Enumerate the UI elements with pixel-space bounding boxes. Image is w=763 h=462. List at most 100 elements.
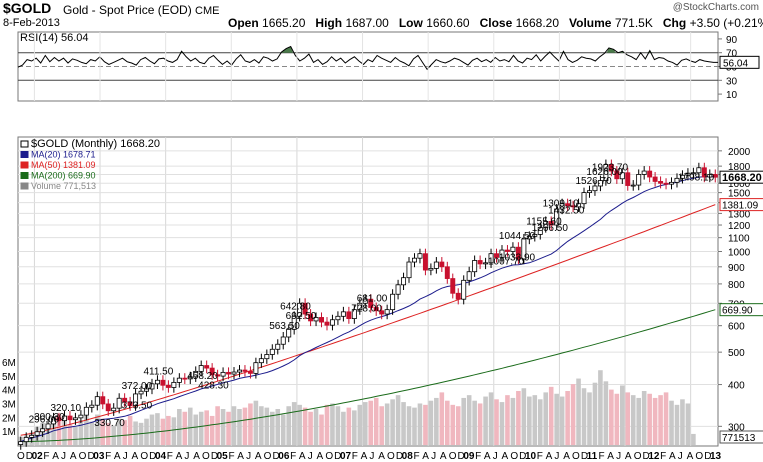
price-candle bbox=[412, 253, 417, 268]
price-tick-label: 1800 bbox=[728, 162, 751, 173]
price-annotation: 1044.50 bbox=[499, 231, 536, 242]
volume-bar bbox=[691, 433, 696, 445]
volume-bar bbox=[532, 395, 538, 445]
price-candle bbox=[559, 198, 565, 215]
month-axis-label: A bbox=[502, 451, 509, 462]
candle-body bbox=[647, 170, 653, 178]
candle-body bbox=[592, 185, 598, 192]
volume-bar bbox=[62, 418, 67, 445]
price-candle bbox=[444, 261, 450, 284]
candle-body bbox=[559, 203, 565, 210]
price-candle bbox=[204, 360, 210, 374]
candle-body bbox=[122, 397, 128, 403]
candle-body bbox=[532, 233, 538, 237]
candle-body bbox=[597, 180, 603, 187]
month-axis-label: J bbox=[493, 451, 498, 462]
month-axis-label: O bbox=[695, 451, 703, 462]
year-axis-label: 12 bbox=[648, 451, 660, 462]
price-candle bbox=[165, 380, 171, 393]
month-axis-label: A bbox=[687, 451, 694, 462]
volume-bar bbox=[198, 411, 204, 445]
candle-body bbox=[171, 381, 177, 388]
year-axis-label: 09 bbox=[463, 451, 475, 462]
volume-bar bbox=[373, 397, 379, 445]
candle-body bbox=[603, 164, 609, 181]
price-annotation: 1033.90 bbox=[499, 253, 536, 264]
volume-bar bbox=[477, 403, 483, 445]
month-axis-label: O bbox=[387, 451, 395, 462]
month-axis-label: A bbox=[193, 451, 200, 462]
month-axis-label: A bbox=[132, 451, 139, 462]
last-price-tag-label: 1668.20 bbox=[722, 172, 762, 184]
price-candle bbox=[685, 168, 691, 181]
price-candle bbox=[483, 257, 489, 270]
candle-body bbox=[515, 246, 521, 260]
year-axis-label: 08 bbox=[402, 451, 414, 462]
price-candle bbox=[237, 365, 242, 378]
candle-body bbox=[608, 164, 614, 172]
price-candle bbox=[105, 398, 111, 416]
volume-value-tag: 771513 bbox=[719, 430, 763, 444]
month-axis-label: O bbox=[17, 451, 25, 462]
year-axis-label: 10 bbox=[525, 451, 537, 462]
volume-axis-label: 5M bbox=[2, 372, 16, 383]
candle-body bbox=[504, 249, 510, 252]
volume-bar bbox=[516, 391, 521, 445]
ma200-value-tag: 669.90 bbox=[719, 303, 763, 317]
price-candle bbox=[565, 198, 571, 211]
candle-body bbox=[182, 377, 188, 380]
volume-bar bbox=[270, 411, 275, 445]
price-candle bbox=[543, 216, 549, 233]
price-candle bbox=[176, 373, 182, 388]
price-annotation: 1007.70 bbox=[488, 256, 525, 267]
candle-body bbox=[630, 184, 636, 187]
candle-body bbox=[477, 260, 483, 265]
price-tick-label: 800 bbox=[728, 280, 745, 291]
month-axis-label: F bbox=[413, 451, 419, 462]
month-axis-label: O bbox=[202, 451, 210, 462]
price-annotation: 373.50 bbox=[122, 401, 153, 412]
price-annotation: 1626.00 bbox=[586, 167, 623, 178]
month-axis-label: O bbox=[264, 451, 272, 462]
price-candle bbox=[346, 306, 352, 324]
price-annotation: 642.80 bbox=[280, 302, 311, 313]
candle-body bbox=[62, 415, 67, 422]
candle-body bbox=[23, 436, 29, 443]
candle-body bbox=[247, 370, 253, 374]
volume-bar bbox=[187, 407, 193, 445]
candle-body bbox=[160, 379, 166, 386]
price-candle bbox=[302, 298, 308, 320]
year-axis-label: 04 bbox=[155, 451, 167, 462]
candle-body bbox=[313, 317, 319, 322]
candle-body bbox=[373, 307, 379, 312]
month-axis-label: D bbox=[211, 451, 218, 462]
price-candle bbox=[499, 245, 505, 263]
price-candle bbox=[34, 426, 40, 441]
price-candle bbox=[253, 357, 259, 379]
month-axis-label: F bbox=[228, 451, 234, 462]
volume-bar bbox=[439, 392, 445, 445]
month-axis-label: A bbox=[625, 451, 632, 462]
price-tick-label: 1200 bbox=[728, 221, 751, 232]
price-candle bbox=[280, 332, 286, 350]
volume-bar bbox=[155, 413, 160, 445]
price-candle bbox=[515, 242, 521, 265]
price-candle bbox=[220, 367, 226, 382]
volume-bar bbox=[346, 407, 352, 445]
price-candle bbox=[712, 169, 718, 183]
candle-body bbox=[614, 170, 620, 180]
price-candle bbox=[368, 294, 374, 313]
rsi-latest-label: 56.04 bbox=[723, 58, 748, 69]
candle-body bbox=[461, 279, 467, 300]
candle-body bbox=[401, 277, 407, 286]
price-candle bbox=[592, 180, 598, 196]
price-candle bbox=[690, 167, 696, 179]
price-candle bbox=[570, 200, 576, 213]
month-axis-label: J bbox=[308, 451, 313, 462]
price-candle bbox=[494, 248, 499, 263]
candle-body bbox=[428, 268, 434, 271]
candle-body bbox=[439, 261, 445, 268]
volume-bar bbox=[548, 386, 554, 445]
high-label: High bbox=[315, 16, 343, 30]
